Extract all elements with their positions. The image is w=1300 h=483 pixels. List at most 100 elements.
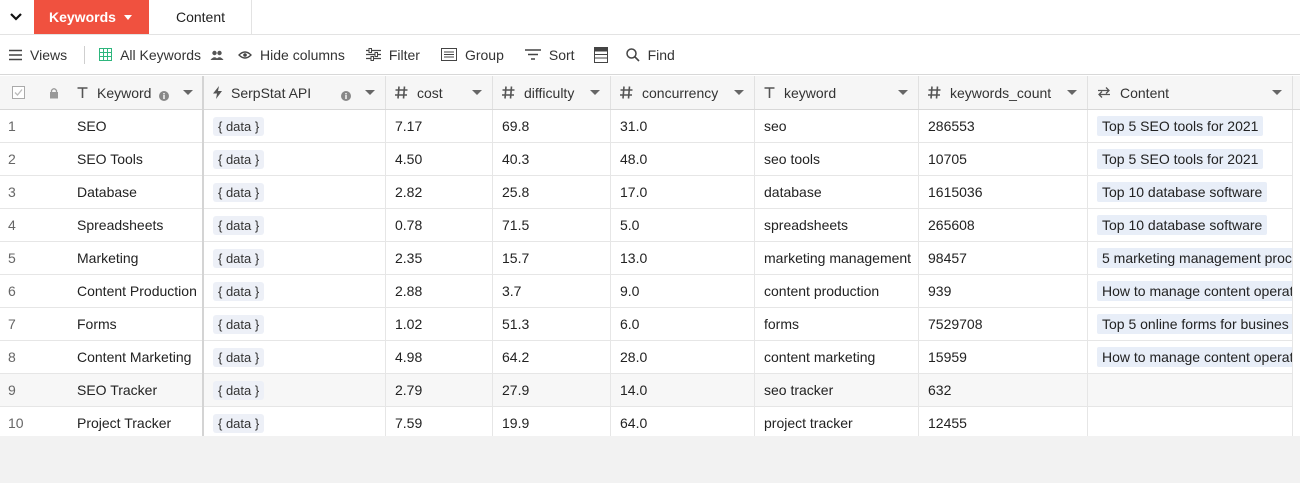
cell-concurrency[interactable]: 5.0 <box>611 209 755 241</box>
cell-keyword[interactable]: Content Production <box>68 275 203 307</box>
col-header-cost[interactable]: cost <box>386 76 493 109</box>
table-row[interactable]: 6 Content Production { data } 2.88 3.7 9.0 con… <box>0 275 1293 308</box>
cell-keywords-count[interactable]: 10705 <box>919 143 1088 175</box>
cell-concurrency[interactable]: 9.0 <box>611 275 755 307</box>
cell-serpstat[interactable]: { data } <box>204 242 386 274</box>
col-header-keyword-text[interactable]: keyword <box>755 76 919 109</box>
cell-keyword[interactable]: Project Tracker <box>68 407 203 439</box>
data-chip[interactable]: { data } <box>213 248 265 268</box>
row-number[interactable]: 6 <box>0 275 68 307</box>
cell-keywords-count[interactable]: 98457 <box>919 242 1088 274</box>
cell-serpstat[interactable]: { data } <box>204 275 386 307</box>
cell-concurrency[interactable]: 28.0 <box>611 341 755 373</box>
cell-cost[interactable]: 7.59 <box>386 407 493 439</box>
cell-keyword[interactable]: SEO Tools <box>68 143 203 175</box>
tab-keywords[interactable]: Keywords <box>34 0 149 34</box>
cell-keywords-count[interactable]: 265608 <box>919 209 1088 241</box>
col-menu-caret-icon[interactable] <box>1067 90 1077 95</box>
col-menu-caret-icon[interactable] <box>183 90 193 95</box>
row-number[interactable]: 10 <box>0 407 68 439</box>
find-button[interactable]: Find <box>625 35 675 75</box>
table-row[interactable]: 5 Marketing { data } 2.35 15.7 13.0 marketing … <box>0 242 1293 275</box>
row-number[interactable]: 5 <box>0 242 68 274</box>
cell-keyword-text[interactable]: database <box>755 176 919 208</box>
table-row[interactable]: 1 SEO { data } 7.17 69.8 31.0 seo 286553 Top 5 S… <box>0 110 1293 143</box>
col-menu-caret-icon[interactable] <box>1272 90 1282 95</box>
cell-content[interactable]: Top 10 database software <box>1088 176 1293 208</box>
cell-keyword-text[interactable]: content marketing <box>755 341 919 373</box>
cell-difficulty[interactable]: 71.5 <box>493 209 611 241</box>
row-number[interactable]: 9 <box>0 374 68 406</box>
cell-keyword-text[interactable]: forms <box>755 308 919 340</box>
sort-button[interactable]: Sort <box>524 35 575 75</box>
cell-keyword[interactable]: SEO Tracker <box>68 374 203 406</box>
cell-cost[interactable]: 2.79 <box>386 374 493 406</box>
cell-keyword-text[interactable]: seo tools <box>755 143 919 175</box>
cell-concurrency[interactable]: 14.0 <box>611 374 755 406</box>
col-header-keywords-count[interactable]: keywords_count <box>919 76 1088 109</box>
cell-content[interactable]: Top 5 SEO tools for 2021 <box>1088 143 1293 175</box>
data-chip[interactable]: { data } <box>213 380 265 400</box>
linked-record-chip[interactable]: Top 5 SEO tools for 2021 <box>1097 116 1264 136</box>
linked-record-chip[interactable]: How to manage content operat <box>1097 281 1292 301</box>
cell-keyword-text[interactable]: project tracker <box>755 407 919 439</box>
cell-serpstat[interactable]: { data } <box>204 308 386 340</box>
row-number[interactable]: 4 <box>0 209 68 241</box>
linked-record-chip[interactable]: How to manage content operat <box>1097 347 1292 367</box>
cell-cost[interactable]: 2.35 <box>386 242 493 274</box>
cell-concurrency[interactable]: 48.0 <box>611 143 755 175</box>
cell-content[interactable]: How to manage content operat <box>1088 275 1293 307</box>
cell-difficulty[interactable]: 25.8 <box>493 176 611 208</box>
cell-keyword[interactable]: SEO <box>68 110 203 142</box>
cell-keyword-text[interactable]: seo tracker <box>755 374 919 406</box>
frozen-column-divider[interactable] <box>202 76 204 483</box>
data-chip[interactable]: { data } <box>213 116 265 136</box>
cell-keyword-text[interactable]: spreadsheets <box>755 209 919 241</box>
cell-serpstat[interactable]: { data } <box>204 341 386 373</box>
row-number[interactable]: 8 <box>0 341 68 373</box>
row-height-button[interactable] <box>593 35 608 75</box>
row-number[interactable]: 1 <box>0 110 68 142</box>
table-row[interactable]: 3 Database { data } 2.82 25.8 17.0 database 161… <box>0 176 1293 209</box>
col-menu-caret-icon[interactable] <box>898 90 908 95</box>
linked-record-chip[interactable]: 5 marketing management proc <box>1097 248 1292 268</box>
cell-difficulty[interactable]: 64.2 <box>493 341 611 373</box>
linked-record-chip[interactable]: Top 10 database software <box>1097 182 1268 202</box>
cell-difficulty[interactable]: 15.7 <box>493 242 611 274</box>
cell-difficulty[interactable]: 51.3 <box>493 308 611 340</box>
table-row[interactable]: 2 SEO Tools { data } 4.50 40.3 48.0 seo tools 1… <box>0 143 1293 176</box>
data-chip[interactable]: { data } <box>213 347 265 367</box>
cell-concurrency[interactable]: 64.0 <box>611 407 755 439</box>
cell-concurrency[interactable]: 31.0 <box>611 110 755 142</box>
col-menu-caret-icon[interactable] <box>365 90 375 95</box>
table-row[interactable]: 4 Spreadsheets { data } 0.78 71.5 5.0 spreadsh… <box>0 209 1293 242</box>
cell-content[interactable] <box>1088 407 1293 439</box>
cell-content[interactable]: Top 5 online forms for busines <box>1088 308 1293 340</box>
cell-keywords-count[interactable]: 286553 <box>919 110 1088 142</box>
cell-keyword-text[interactable]: seo <box>755 110 919 142</box>
col-menu-caret-icon[interactable] <box>734 90 744 95</box>
cell-content[interactable]: Top 5 SEO tools for 2021 <box>1088 110 1293 142</box>
table-row[interactable]: 9 SEO Tracker { data } 2.79 27.9 14.0 seo trac… <box>0 374 1293 407</box>
cell-keyword[interactable]: Content Marketing <box>68 341 203 373</box>
cell-cost[interactable]: 0.78 <box>386 209 493 241</box>
filter-button[interactable]: Filter <box>365 35 420 75</box>
cell-keyword-text[interactable]: marketing management <box>755 242 919 274</box>
col-menu-caret-icon[interactable] <box>590 90 600 95</box>
cell-difficulty[interactable]: 3.7 <box>493 275 611 307</box>
cell-keyword[interactable]: Forms <box>68 308 203 340</box>
cell-content[interactable]: Top 10 database software <box>1088 209 1293 241</box>
linked-record-chip[interactable]: Top 5 SEO tools for 2021 <box>1097 149 1264 169</box>
cell-cost[interactable]: 2.82 <box>386 176 493 208</box>
cell-content[interactable]: 5 marketing management proc <box>1088 242 1293 274</box>
cell-keywords-count[interactable]: 7529708 <box>919 308 1088 340</box>
cell-serpstat[interactable]: { data } <box>204 143 386 175</box>
row-number[interactable]: 7 <box>0 308 68 340</box>
hide-columns-button[interactable]: Hide columns <box>238 35 345 75</box>
cell-difficulty[interactable]: 19.9 <box>493 407 611 439</box>
cell-keyword-text[interactable]: content production <box>755 275 919 307</box>
row-number[interactable]: 3 <box>0 176 68 208</box>
cell-content[interactable]: How to manage content operat <box>1088 341 1293 373</box>
col-header-content[interactable]: Content <box>1088 76 1293 109</box>
cell-cost[interactable]: 4.98 <box>386 341 493 373</box>
